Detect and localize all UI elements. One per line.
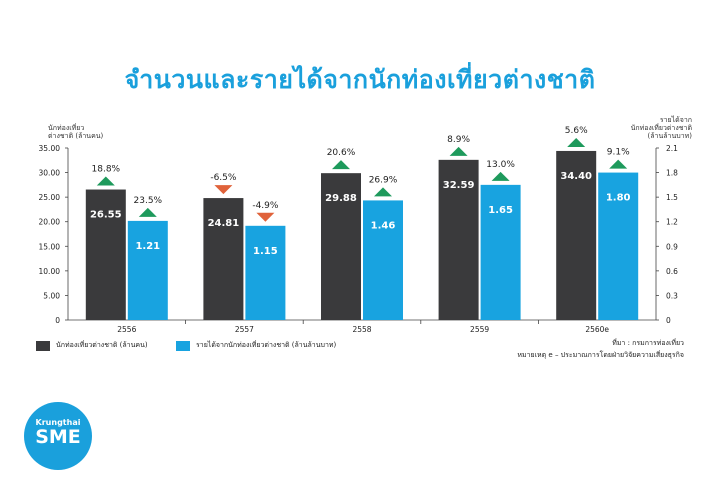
right-axis-title: รายได้จาก นักท่องเที่ยวต่างชาติ (ล้านล้า… — [631, 116, 692, 140]
y-tick-label-left: 0 — [55, 316, 60, 325]
y-tick-label-right: 0.3 — [666, 291, 678, 300]
y-tick-label-left: 35.00 — [39, 144, 61, 153]
bar-value-label-tourists: 26.55 — [90, 210, 122, 221]
legend-swatch-revenue — [176, 340, 190, 351]
bar-value-label-tourists: 24.81 — [208, 218, 240, 229]
legend-revenue: รายได้จากนักท่องเที่ยวต่างชาติ (ล้านล้าน… — [176, 340, 336, 351]
growth-label-tourists: 5.6% — [565, 126, 588, 136]
logo-bottom-text: SME — [35, 426, 81, 448]
bar-revenue — [245, 225, 286, 320]
bar-value-label-tourists: 34.40 — [560, 171, 592, 182]
bar-value-label-revenue: 1.46 — [371, 220, 396, 231]
bar-revenue — [480, 184, 521, 320]
y-tick-label-right: 2.1 — [666, 144, 678, 153]
up-arrow-icon — [96, 176, 115, 186]
y-tick-label-right: 0.6 — [666, 267, 678, 276]
bar-revenue — [127, 220, 168, 320]
down-arrow-icon — [256, 212, 275, 222]
up-arrow-icon — [374, 187, 392, 197]
right-axis-title-line3: (ล้านล้านบาท) — [647, 132, 692, 140]
left-axis-title: นักท่องเที่ยว ต่างชาติ (ล้านคน) — [48, 124, 103, 140]
bar-tourists — [321, 173, 361, 320]
left-axis-title-line1: นักท่องเที่ยว — [48, 124, 85, 132]
up-arrow-icon — [332, 160, 350, 170]
bar-value-label-revenue: 1.80 — [606, 193, 631, 204]
up-arrow-icon — [138, 207, 157, 217]
logo-top-text: Krungthai — [35, 418, 81, 427]
y-tick-label-left: 15.00 — [39, 242, 61, 251]
y-tick-label-right: 1.2 — [666, 218, 678, 227]
y-tick-label-left: 20.00 — [39, 218, 61, 227]
bar-value-label-tourists: 32.59 — [443, 180, 475, 191]
y-tick-label-right: 0.9 — [666, 242, 678, 251]
growth-label-revenue: 26.9% — [369, 175, 398, 185]
y-tick-label-left: 5.00 — [43, 291, 60, 300]
x-tick-label: 2560e — [585, 325, 609, 334]
x-tick-label: 2556 — [117, 325, 136, 334]
bar-value-label-revenue: 1.15 — [253, 246, 278, 257]
legend-label-revenue: รายได้จากนักท่องเที่ยวต่างชาติ (ล้านล้าน… — [196, 341, 337, 349]
growth-label-tourists: 20.6% — [327, 148, 356, 158]
krungthai-sme-logo: Krungthai SME — [24, 402, 92, 470]
growth-label-revenue: 9.1% — [607, 148, 630, 158]
y-tick-label-left: 10.00 — [39, 267, 61, 276]
y-tick-label-right: 0 — [666, 316, 671, 325]
growth-label-tourists: 18.8% — [92, 165, 121, 175]
bar-tourists — [556, 150, 597, 320]
x-tick-label: 2559 — [470, 325, 489, 334]
up-arrow-icon — [449, 146, 468, 156]
x-tick-label: 2558 — [352, 325, 371, 334]
bar-tourists — [85, 189, 126, 320]
y-tick-label-right: 1.5 — [666, 193, 678, 202]
up-arrow-icon — [567, 137, 586, 147]
right-axis-title-line2: นักท่องเที่ยวต่างชาติ — [630, 124, 692, 132]
growth-label-revenue: -4.9% — [252, 201, 279, 211]
growth-label-revenue: 13.0% — [486, 160, 515, 170]
growth-label-tourists: 8.9% — [447, 135, 470, 145]
down-arrow-icon — [214, 185, 233, 195]
y-tick-label-left: 30.00 — [39, 169, 61, 178]
chart-title: จำนวนและรายได้จากนักท่องเที่ยวต่างชาติ — [124, 65, 596, 94]
right-axis-title-line1: รายได้จาก — [659, 116, 692, 124]
y-tick-label-left: 25.00 — [39, 193, 61, 202]
bar-value-label-tourists: 29.88 — [325, 193, 357, 204]
bar-tourists — [438, 159, 479, 320]
x-tick-label: 2557 — [235, 325, 254, 334]
up-arrow-icon — [609, 159, 628, 169]
legend-tourists: นักท่องเที่ยวต่างชาติ (ล้านคน) — [36, 340, 148, 351]
growth-label-revenue: 23.5% — [134, 196, 163, 206]
estimate-note: หมายเหตุ e – ประมาณการโดยฝ่ายวิจัยความเส… — [517, 351, 684, 359]
up-arrow-icon — [491, 171, 510, 181]
bar-tourists — [203, 198, 244, 320]
growth-label-tourists: -6.5% — [210, 173, 237, 183]
legend-swatch-tourists — [36, 340, 50, 351]
y-tick-label-right: 1.8 — [666, 169, 678, 178]
source-note: ที่มา : กรมการท่องเที่ยว — [612, 339, 684, 347]
bar-revenue — [363, 200, 403, 320]
bar-revenue — [598, 172, 639, 320]
bar-value-label-revenue: 1.21 — [135, 241, 160, 252]
legend-label-tourists: นักท่องเที่ยวต่างชาติ (ล้านคน) — [56, 341, 148, 349]
bar-value-label-revenue: 1.65 — [488, 205, 513, 216]
left-axis-title-line2: ต่างชาติ (ล้านคน) — [48, 132, 104, 140]
